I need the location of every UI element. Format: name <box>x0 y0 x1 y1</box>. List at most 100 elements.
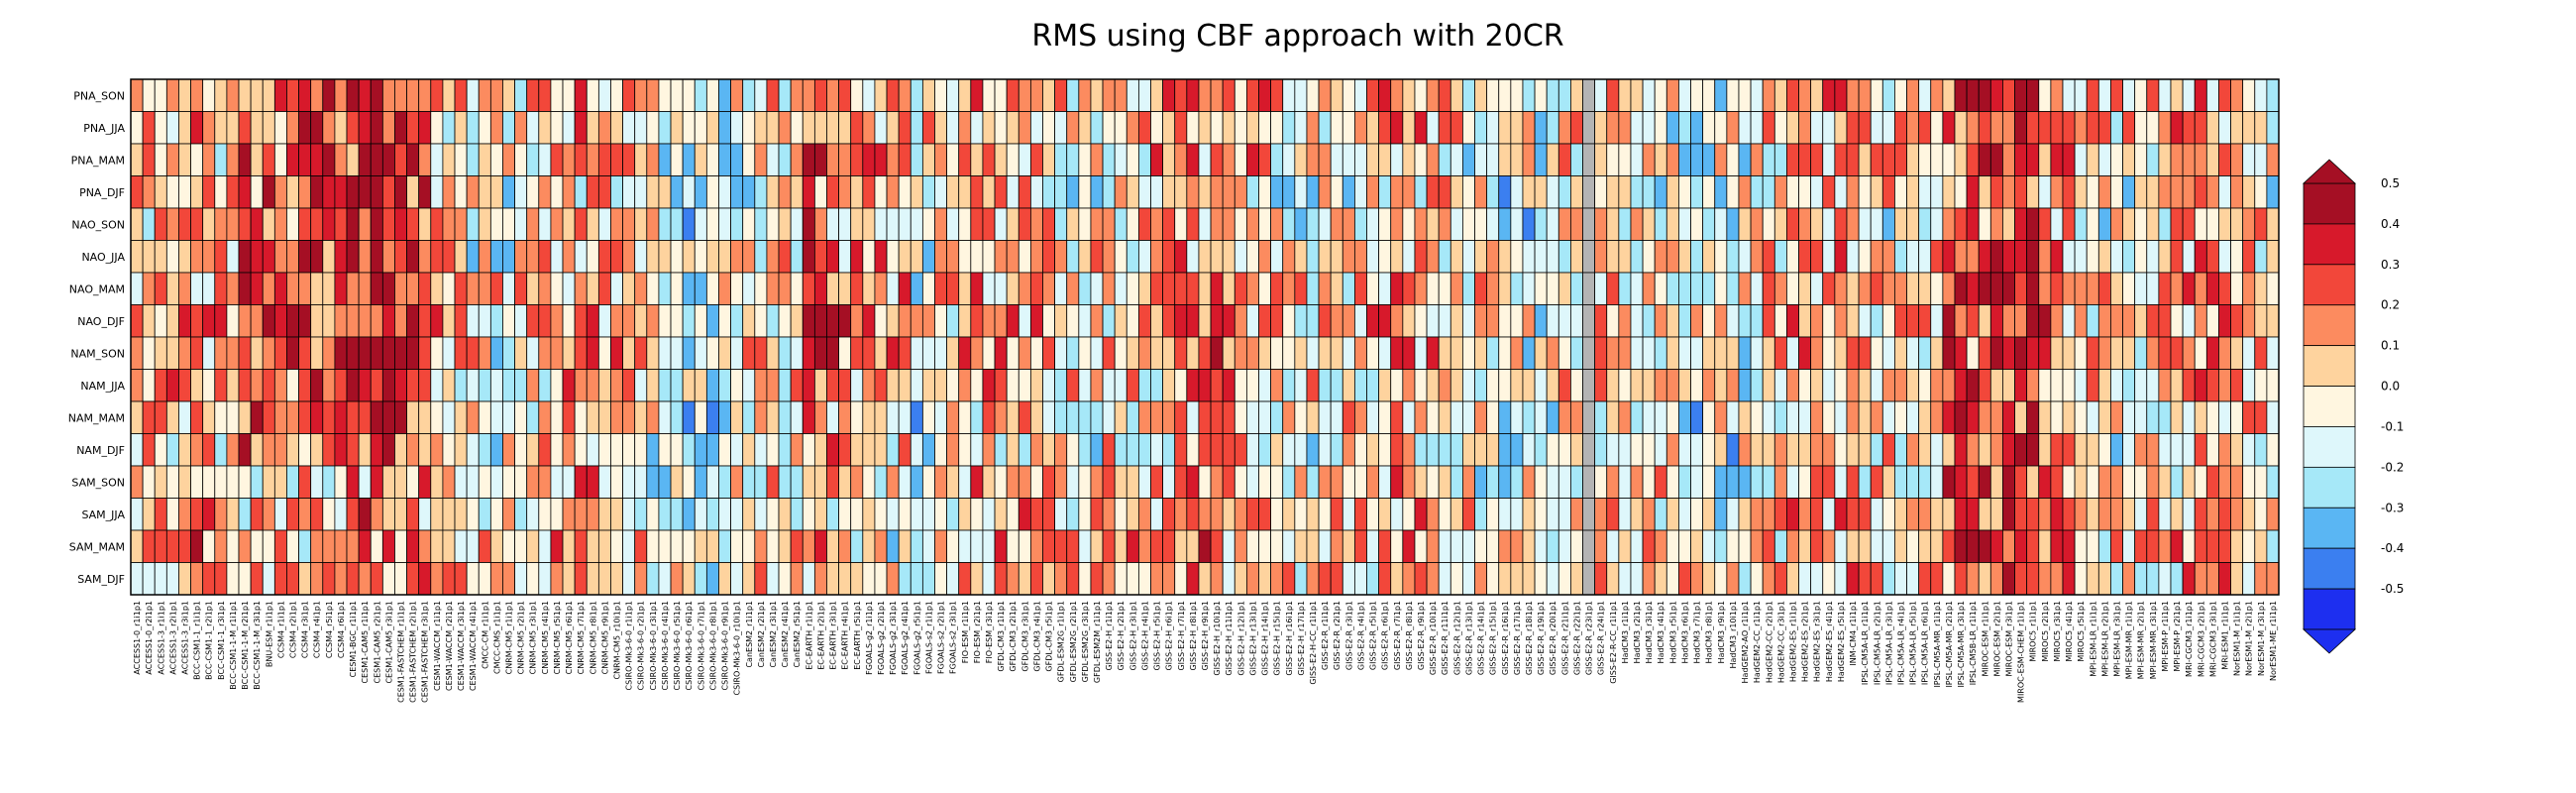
heatmap-cell <box>262 175 275 209</box>
column-label: MRI-CGCM3_r1i1p1 <box>2185 601 2194 677</box>
heatmap-cell <box>1462 400 1475 434</box>
column-label: GISS-E2-H_r17i1p1 <box>1297 601 1306 676</box>
heatmap-cell <box>154 433 167 467</box>
heatmap-cell <box>2134 143 2148 176</box>
heatmap-cell <box>1354 433 1367 467</box>
heatmap-cell <box>454 175 468 209</box>
heatmap-cell <box>1786 336 1799 370</box>
heatmap-cell <box>1330 529 1343 563</box>
colorbar: 0.50.40.30.20.10.0-0.1-0.2-0.3-0.4-0.5 <box>2302 159 2404 654</box>
heatmap-cell <box>202 465 216 499</box>
heatmap-cell <box>442 143 456 176</box>
row-label: NAM_MAM <box>68 411 125 424</box>
heatmap-cell <box>1174 304 1188 338</box>
heatmap-cell <box>1522 336 1536 370</box>
heatmap-cell <box>358 529 372 563</box>
heatmap-cell <box>2110 369 2123 402</box>
column-label: CESM1-CAM5_r2i1p1 <box>373 601 381 684</box>
heatmap-cell <box>562 400 576 434</box>
heatmap-cell <box>1186 304 1200 338</box>
heatmap-cell <box>1546 465 1559 499</box>
heatmap-cell <box>921 304 935 338</box>
heatmap-cell <box>454 304 468 338</box>
heatmap-cell <box>2230 272 2244 305</box>
heatmap-cell <box>1510 336 1524 370</box>
heatmap-cell <box>1114 529 1127 563</box>
heatmap-cell <box>597 240 611 274</box>
column-label: FGOALS-g2_r1i1p1 <box>865 601 874 675</box>
heatmap-cell <box>1546 143 1559 176</box>
heatmap-cell <box>298 465 312 499</box>
heatmap-cell <box>634 529 648 563</box>
heatmap-cell <box>1438 433 1451 467</box>
column-label: GISS-E2-R_r5i1p1 <box>1369 601 1378 670</box>
heatmap-cell <box>1029 78 1043 112</box>
heatmap-cell <box>1162 240 1176 274</box>
heatmap-cell <box>1137 465 1151 499</box>
heatmap-cell <box>1594 304 1608 338</box>
heatmap-cell <box>754 465 768 499</box>
heatmap-cell <box>2218 529 2231 563</box>
heatmap-cell <box>838 240 852 274</box>
heatmap-cell <box>562 498 576 531</box>
heatmap-cell <box>1606 78 1620 112</box>
heatmap-cell <box>1474 272 1488 305</box>
heatmap-cell <box>838 400 852 434</box>
heatmap-cell <box>2158 175 2172 209</box>
heatmap-cell <box>1210 465 1224 499</box>
colorbar-tick-label: 0.4 <box>2381 217 2400 231</box>
heatmap-cell <box>766 498 780 531</box>
heatmap-cell <box>2146 111 2160 145</box>
column-label: CESM1-WACCM_r4i1p1 <box>469 601 478 691</box>
colorbar-segment <box>2303 426 2356 468</box>
heatmap-cell <box>874 207 888 241</box>
heatmap-cell <box>1029 369 1043 402</box>
heatmap-cell <box>1174 336 1188 370</box>
heatmap-cell <box>2050 304 2064 338</box>
row-label: SAM_JJA <box>81 509 125 521</box>
heatmap-cell <box>802 304 815 338</box>
heatmap-cell <box>1942 465 1956 499</box>
heatmap-cell <box>1690 272 1704 305</box>
heatmap-cell <box>2038 175 2052 209</box>
heatmap-cell <box>1557 498 1571 531</box>
heatmap-cell <box>2230 175 2244 209</box>
heatmap-cell <box>1918 529 1932 563</box>
column-label: MRI-CGCM3_r2i1p1 <box>2197 601 2205 677</box>
heatmap-cell <box>2038 336 2052 370</box>
heatmap-cell <box>886 272 900 305</box>
heatmap-cell <box>1306 304 1320 338</box>
heatmap-cell <box>1810 562 1824 596</box>
heatmap-cell <box>2038 143 2052 176</box>
heatmap-cell <box>1258 336 1272 370</box>
heatmap-cell <box>1306 111 1320 145</box>
heatmap-cell <box>898 304 912 338</box>
heatmap-cell <box>394 143 407 176</box>
heatmap-cell <box>1150 498 1164 531</box>
heatmap-cell <box>790 78 804 112</box>
column-label: MPI-ESM-P_r1i1p1 <box>2161 601 2170 672</box>
heatmap-cell <box>705 433 719 467</box>
heatmap-cell <box>2230 240 2244 274</box>
heatmap-cell <box>682 78 696 112</box>
heatmap-cell <box>2230 143 2244 176</box>
heatmap-cell <box>2158 304 2172 338</box>
heatmap-cell <box>2074 562 2088 596</box>
heatmap-cell <box>705 143 719 176</box>
heatmap-cell <box>1018 78 1031 112</box>
heatmap-cell <box>1810 272 1824 305</box>
heatmap-cell <box>2158 498 2172 531</box>
heatmap-cell <box>1762 369 1775 402</box>
column-label: GISS-E2-R-CC_r1i1p1 <box>1609 601 1618 684</box>
heatmap-cell <box>1042 400 1055 434</box>
heatmap-cell <box>1449 240 1463 274</box>
heatmap-cell <box>1989 207 2003 241</box>
heatmap-cell <box>538 400 552 434</box>
column-label: GISS-E2-R_r6i1p1 <box>1381 601 1390 670</box>
heatmap-cell <box>1330 400 1343 434</box>
heatmap-cell <box>1930 78 1944 112</box>
column-label: IPSL-CM5A-LR_r2i1p1 <box>1873 601 1881 685</box>
heatmap-cell <box>622 400 636 434</box>
heatmap-cell <box>850 240 864 274</box>
heatmap-cell <box>1858 272 1872 305</box>
